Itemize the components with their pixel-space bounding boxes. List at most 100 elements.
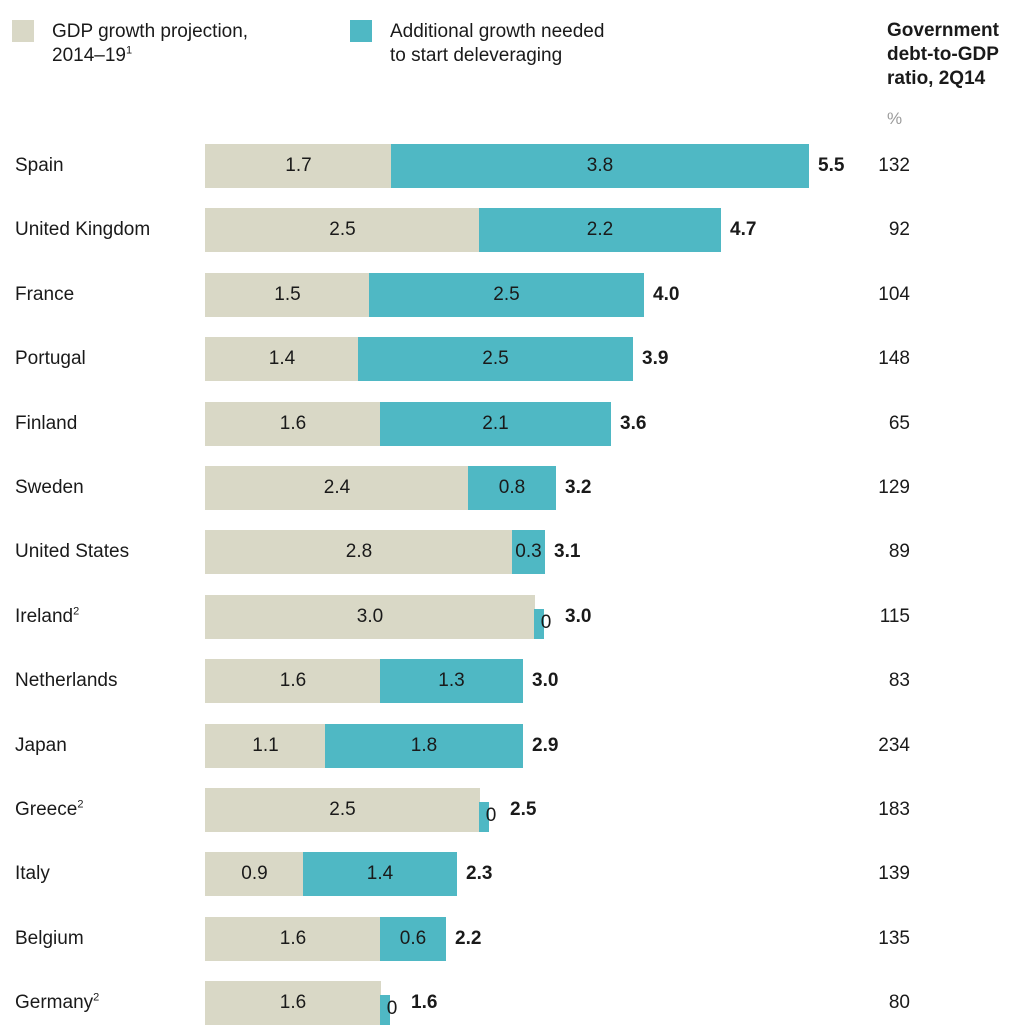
bar-label-additional-growth: 2.2 [586,219,614,241]
bar-label-additional-growth: 2.5 [493,283,520,305]
legend-footnote-marker: 1 [125,44,133,57]
bar-label-additional-growth: 1.3 [438,670,465,692]
chart-row: United States 2.8 0.3 3.1 89 [0,530,1030,575]
chart-row: Italy 0.9 1.4 2.3 139 [0,852,1030,897]
chart-row: Greece2 2.5 0 2.5 183 [0,788,1030,832]
bar-label-additional-growth: 0.8 [498,477,526,498]
bar-label-gdp-projection: 2.4 [323,477,351,498]
country-label: Netherlands [15,670,118,692]
bar-total-label: 3.0 [532,670,559,692]
country-label: United States [15,541,130,563]
legend-swatch-additional-growth [350,20,372,42]
chart-row: Finland 1.6 2.1 3.6 65 [0,401,1030,446]
bar-additional-growth [391,144,809,188]
debt-column-unit: % [887,109,903,128]
debt-to-gdp-value: 183 [878,799,910,820]
bar-additional-growth [479,208,721,253]
legend-item-gdp-projection: GDP growth projection, 2014–191 [12,20,248,68]
bar-additional-growth [468,466,556,510]
chart-row: Sweden 2.4 0.8 3.2 129 [0,466,1030,510]
bar-label-additional-growth: 1.8 [410,734,438,756]
bar-total-label: 2.3 [466,863,493,885]
bar-total-label: 3.1 [554,541,581,563]
chart-row: Germany2 1.6 0 1.6 80 [0,981,1030,1026]
chart-row: Ireland2 3.0 0 3.0 115 [0,594,1030,639]
chart-row: Netherlands 1.6 1.3 3.0 83 [0,659,1030,704]
bar-additional-growth [358,337,633,382]
bar-gdp-projection [205,530,513,575]
debt-to-gdp-value: 139 [878,863,910,885]
footnote-marker: 2 [93,991,100,1004]
country-label: Portugal [15,348,86,370]
bar-total-label: 2.5 [510,799,537,820]
debt-header-line2: debt-to-GDP [887,44,999,65]
bar-label-gdp-projection: 1.6 [279,992,307,1014]
debt-to-gdp-value: 148 [878,348,910,370]
bar-label-gdp-projection: 1.6 [279,927,307,949]
bar-label-additional-growth: 3.8 [586,155,614,176]
legend-label-additional-growth: Additional growth needed [390,21,605,42]
bar-gdp-projection [205,466,469,510]
bar-additional-growth [534,608,544,639]
bar-total-label: 4.0 [653,283,680,305]
bar-additional-growth [369,272,644,317]
country-label: Spain [15,155,64,176]
bar-gdp-projection [205,659,381,704]
country-label: Japan [15,734,67,756]
chart-row: United Kingdom 2.5 2.2 4.7 92 [0,208,1030,253]
bar-total-label: 2.9 [532,734,559,756]
debt-column-header: Government debt-to-GDP ratio, 2Q14 [887,19,1027,91]
bar-gdp-projection [205,208,480,253]
debt-to-gdp-value: 80 [888,992,910,1014]
bar-label-gdp-projection: 2.5 [329,219,356,241]
bar-label-gdp-projection: 1.7 [285,155,312,176]
bar-label-additional-growth: 2.1 [482,412,509,434]
country-label: Germany2 [15,991,100,1014]
country-label: Ireland2 [15,605,80,627]
bar-total-label: 3.2 [565,477,592,498]
chart-row: Portugal 1.4 2.5 3.9 148 [0,337,1030,382]
bar-label-gdp-projection: 2.5 [329,799,356,820]
legend-label-gdp-projection: GDP growth projection, [52,21,249,42]
bar-gdp-projection [205,272,370,317]
country-label: Belgium [15,927,84,949]
bar-additional-growth [380,995,390,1026]
legend-item-additional-growth: Additional growth needed to start deleve… [350,20,604,68]
bar-label-additional-growth: 0 [386,998,398,1020]
debt-to-gdp-value: 65 [888,412,910,434]
chart-row: Belgium 1.6 0.6 2.2 135 [0,916,1030,961]
country-label: Greece2 [15,798,84,820]
bar-total-label: 2.2 [455,927,482,949]
bar-additional-growth [380,916,446,961]
debt-to-gdp-value: 115 [879,605,910,627]
bar-additional-growth [325,723,523,768]
bar-total-label: 3.0 [565,605,592,627]
chart-row: France 1.5 2.5 4.0 104 [0,272,1030,317]
country-label: United Kingdom [15,219,151,241]
bar-total-label: 5.5 [818,155,845,176]
bar-label-gdp-projection: 3.0 [356,605,384,627]
bar-label-additional-growth: 0 [485,805,497,826]
legend-swatch-gdp-projection [12,20,34,42]
footnote-marker: 2 [73,605,80,618]
bar-label-gdp-projection: 1.6 [279,412,307,434]
bar-gdp-projection [205,981,381,1026]
bar-additional-growth [512,530,545,575]
legend-label-additional-growth-line2: to start deleveraging [390,45,563,66]
bar-total-label: 4.7 [730,219,757,241]
bar-gdp-projection [205,788,480,832]
bar-label-gdp-projection: 1.1 [252,734,279,756]
debt-to-gdp-value: 92 [888,219,910,241]
debt-to-gdp-value: 135 [878,927,910,949]
bar-gdp-projection [205,852,304,897]
legend-label-gdp-projection-line2: 2014–19 [52,45,126,66]
bar-additional-growth [380,401,611,446]
bar-label-gdp-projection: 0.9 [241,863,268,885]
bar-label-additional-growth: 2.5 [482,348,509,370]
bar-additional-growth [303,852,457,897]
bar-label-gdp-projection: 1.6 [279,670,307,692]
debt-header-line1: Government [887,20,999,41]
bar-total-label: 3.6 [620,412,647,434]
country-label: Finland [15,412,78,434]
bar-gdp-projection [205,144,392,188]
